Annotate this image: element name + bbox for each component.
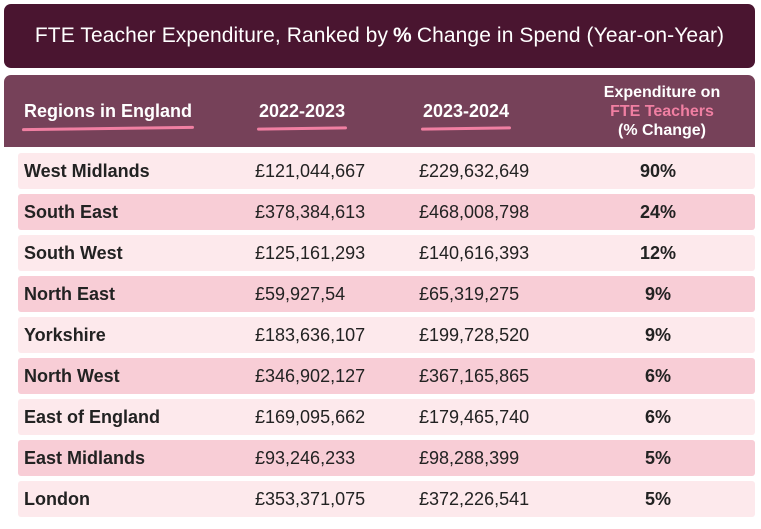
spend-2022-2023-cell: £169,095,662 bbox=[255, 407, 366, 427]
spend-2023-2024-cell: £372,226,541 bbox=[419, 489, 530, 509]
spend-2022-2023-cell: £121,044,667 bbox=[255, 161, 366, 181]
table-row: East of England £169,095,662 £179,465,740 6… bbox=[18, 399, 755, 435]
header-change-line3: (% Change) bbox=[618, 121, 706, 139]
spend-2022-2023-cell: £378,384,613 bbox=[255, 202, 366, 222]
header-region: Regions in England bbox=[24, 75, 192, 147]
spend-2023-2024-cell: £468,008,798 bbox=[419, 202, 530, 222]
table-row: West Midlands £121,044,667 £229,632,649 90% bbox=[18, 153, 755, 189]
percent-change-cell: 6% bbox=[644, 407, 671, 427]
percent-change-cell: 9% bbox=[644, 325, 671, 345]
spend-2022-2023-cell: £183,636,107 bbox=[255, 325, 366, 345]
spend-2023-2024-cell: £229,632,649 bbox=[419, 161, 530, 181]
region-cell: East Midlands bbox=[24, 448, 146, 468]
region-cell: South West bbox=[24, 243, 123, 263]
title-text-start: FTE Teacher Expenditure, Ranked by bbox=[34, 24, 389, 47]
header-year2-label: 2023-2024 bbox=[423, 100, 510, 121]
spend-2023-2024-cell: £65,319,275 bbox=[419, 284, 520, 304]
spend-2023-2024-cell: £140,616,393 bbox=[419, 243, 530, 263]
table-row: North West £346,902,127 £367,165,865 6% bbox=[18, 358, 755, 394]
region-cell: South East bbox=[24, 202, 119, 222]
region-cell: London bbox=[24, 489, 90, 509]
table-title: FTE Teacher Expenditure, Ranked by % Cha… bbox=[4, 4, 755, 68]
header-percent-change: Expenditure on FTE Teachers (% Change) bbox=[592, 75, 732, 147]
spend-2023-2024-cell: £98,288,399 bbox=[419, 448, 520, 468]
spend-2023-2024-cell: £367,165,865 bbox=[419, 366, 530, 386]
region-cell: Yorkshire bbox=[24, 325, 106, 345]
spend-2023-2024-cell: £179,465,740 bbox=[419, 407, 530, 427]
table-row: North East £59,927,54 £65,319,275 9% bbox=[18, 276, 755, 312]
header-year-2023-2024: 2023-2024 bbox=[423, 75, 509, 147]
percent-change-cell: 24% bbox=[639, 202, 677, 222]
percent-change-cell: 12% bbox=[639, 243, 677, 263]
title-text-end: Change in Spend (Year-on-Year) bbox=[416, 24, 725, 47]
table-row: London £353,371,075 £372,226,541 5% bbox=[18, 481, 755, 517]
region-cell: East of England bbox=[24, 407, 161, 427]
table-row: Yorkshire £183,636,107 £199,728,520 9% bbox=[18, 317, 755, 353]
spend-2023-2024-cell: £199,728,520 bbox=[419, 325, 530, 345]
percent-change-cell: 90% bbox=[639, 161, 677, 181]
table-header: Regions in England 2022-2023 2023-2024 E… bbox=[4, 75, 755, 147]
table-row: South East £378,384,613 £468,008,798 24% bbox=[18, 194, 755, 230]
percent-change-cell: 9% bbox=[644, 284, 671, 304]
title-text-percent: % bbox=[393, 24, 412, 47]
header-year1-label: 2022-2023 bbox=[259, 100, 346, 121]
spend-2022-2023-cell: £125,161,293 bbox=[255, 243, 366, 263]
spend-2022-2023-cell: £93,246,233 bbox=[255, 448, 356, 468]
header-change-line1: Expenditure on bbox=[603, 83, 721, 101]
header-year-2022-2023: 2022-2023 bbox=[259, 75, 345, 147]
percent-change-cell: 5% bbox=[644, 448, 671, 468]
header-region-label: Regions in England bbox=[24, 100, 193, 121]
header-change-line2: FTE Teachers bbox=[610, 102, 714, 120]
region-cell: North East bbox=[24, 284, 116, 304]
region-cell: North West bbox=[24, 366, 120, 386]
table-row: South West £125,161,293 £140,616,393 12% bbox=[18, 235, 755, 271]
region-cell: West Midlands bbox=[24, 161, 150, 181]
spend-2022-2023-cell: £59,927,54 bbox=[255, 284, 346, 304]
spend-2022-2023-cell: £346,902,127 bbox=[255, 366, 366, 386]
percent-change-cell: 6% bbox=[644, 366, 671, 386]
spend-2022-2023-cell: £353,371,075 bbox=[255, 489, 366, 509]
table-row: East Midlands £93,246,233 £98,288,399 5% bbox=[18, 440, 755, 476]
percent-change-cell: 5% bbox=[644, 489, 671, 509]
